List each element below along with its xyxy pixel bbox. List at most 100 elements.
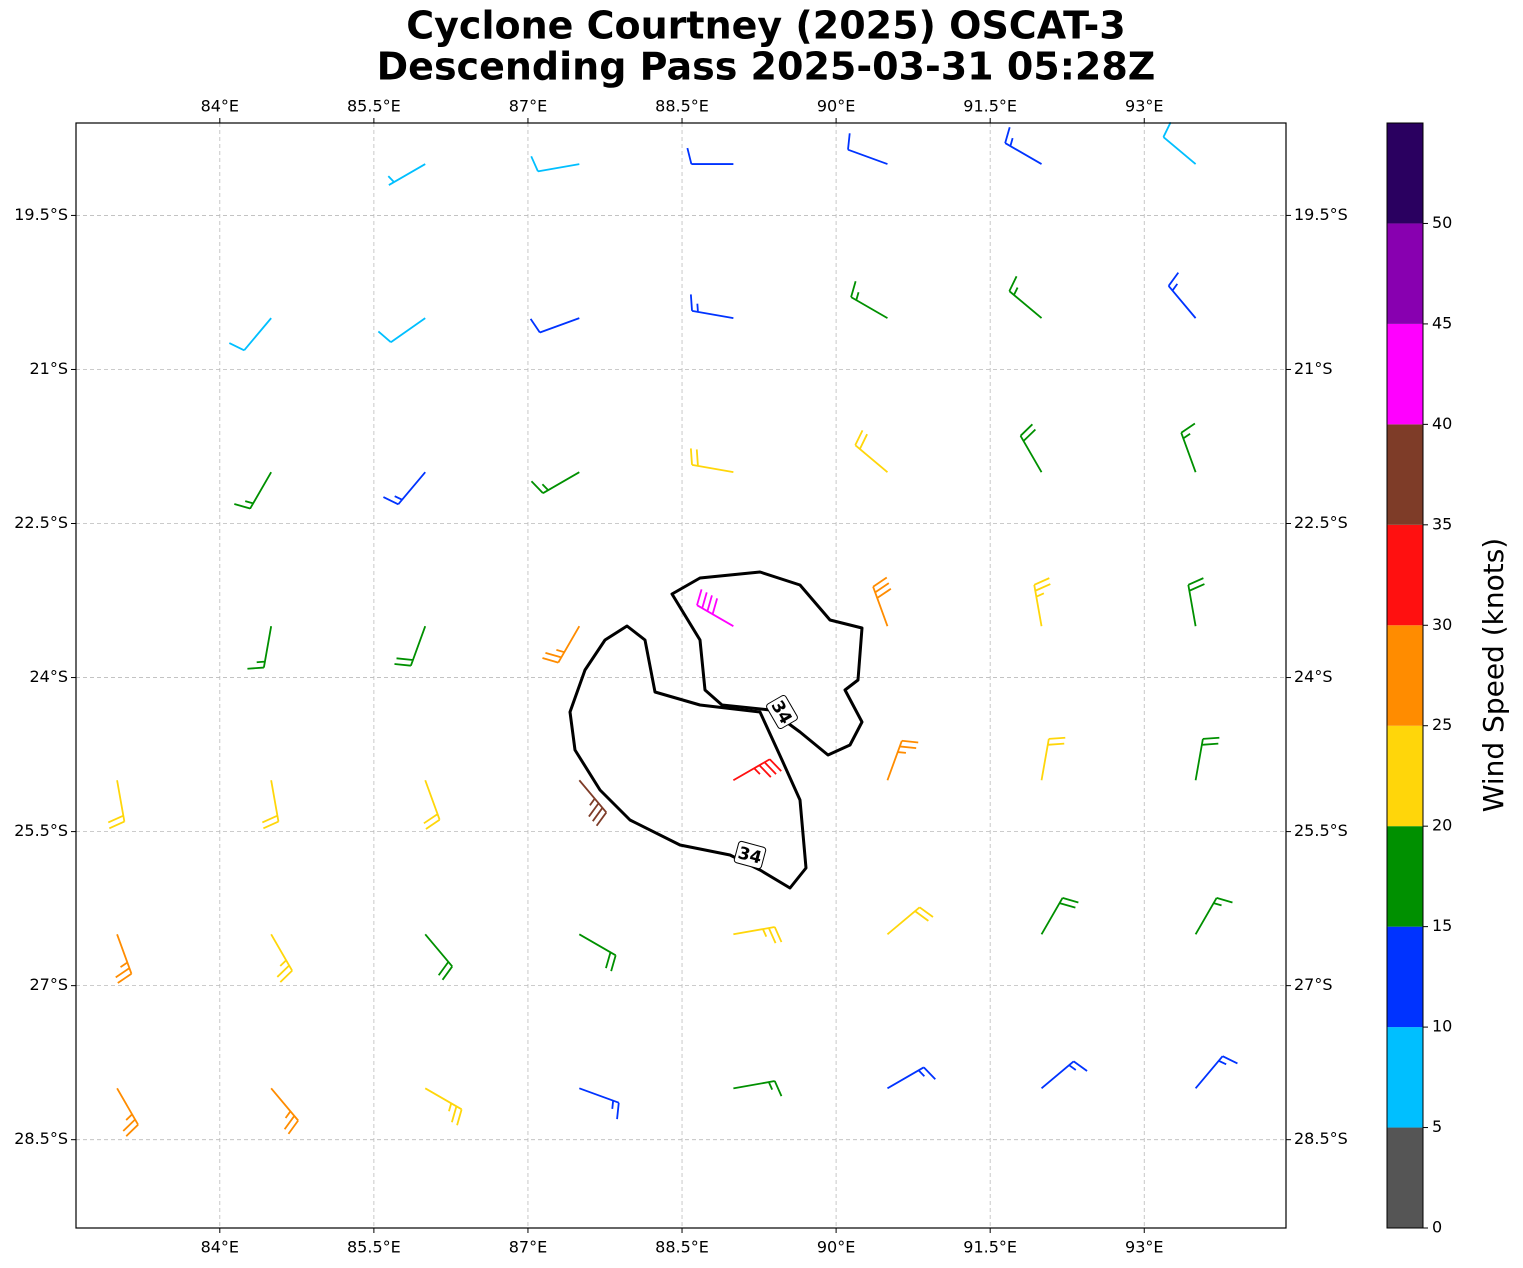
barb-shaft: [733, 1080, 783, 1097]
barb-shaft: [1167, 272, 1197, 319]
wind-barb: [1040, 897, 1079, 935]
contour-label-box: [766, 694, 798, 730]
y-tick-label: 25.5°S: [14, 821, 68, 840]
colorbar-segment: [1387, 1127, 1423, 1228]
wind-barb: [529, 317, 580, 334]
x-tick-label: 93°E: [1125, 1238, 1163, 1257]
wind-barb: [1008, 275, 1043, 319]
wind-barb: [850, 281, 888, 319]
x-tick-label: 85.5°E: [347, 97, 401, 116]
map-frame: [75, 122, 1287, 1229]
wind-barb: [261, 780, 280, 830]
grid: 84°E 84°E 85.5°E 85.5°E 87°E 87°E 88.5°E 88.5°E…: [14, 97, 1348, 1257]
y-tick-label: 25.5°S: [1294, 821, 1348, 840]
wind-barb: [578, 779, 608, 827]
colorbar-segment: [1387, 926, 1423, 1028]
barb-shaft: [1008, 275, 1043, 319]
wind-barb: [394, 625, 427, 667]
y-tick-label: 19.5°S: [14, 205, 68, 224]
colorbar-tick-label: 15: [1432, 916, 1452, 935]
wind-barb: [387, 163, 426, 186]
wind-barb: [733, 926, 783, 944]
barb-shaft: [107, 780, 126, 830]
barb-shaft: [1040, 1060, 1088, 1090]
wind-barb: [1040, 736, 1066, 781]
colorbar-segment: [1387, 524, 1423, 626]
wind-barb: [1033, 577, 1051, 627]
wind-barb: [886, 739, 919, 781]
barb-shaft: [689, 294, 734, 320]
barb-shaft: [886, 739, 919, 781]
barb-shaft: [377, 317, 426, 343]
y-tick-label: 21°S: [29, 359, 68, 378]
barb-shaft: [530, 155, 580, 173]
wind-barb: [579, 1087, 620, 1120]
x-tick-label: 87°E: [509, 1238, 547, 1257]
y-tick-label: 24°S: [29, 667, 68, 686]
wind-barb: [578, 933, 617, 972]
x-tick-label: 91.5°E: [963, 1238, 1017, 1257]
y-tick-label: 28.5°S: [14, 1129, 68, 1148]
barb-shaft: [850, 281, 888, 319]
wind-barb: [689, 294, 734, 320]
wind-barb: [732, 758, 782, 782]
colorbar-tick-label: 35: [1432, 514, 1452, 533]
wind-barb: [847, 133, 888, 165]
barb-shaft: [872, 576, 892, 627]
barb-shaft: [234, 471, 272, 510]
wind-barb: [1194, 1055, 1238, 1089]
colorbar: 0 5 10 15 20 25 30 35 40 45 50: [1386, 122, 1452, 1237]
y-tick-label: 27°S: [29, 975, 68, 994]
x-tick-label: 84°E: [201, 1238, 239, 1257]
x-tick-label: 85.5°E: [347, 1238, 401, 1257]
wind-barb: [423, 779, 441, 830]
x-tick-label: 84°E: [201, 97, 239, 116]
wind-barb: [1004, 126, 1042, 165]
barb-shaft: [578, 933, 617, 972]
colorbar-tick-label: 30: [1432, 615, 1452, 634]
contour-label: 34: [733, 840, 767, 870]
wind-barb: [1187, 577, 1205, 627]
colorbar-segment: [1387, 1027, 1423, 1128]
barb-shaft: [689, 448, 734, 474]
barb-shaft: [578, 779, 608, 827]
barb-shaft: [1040, 897, 1079, 935]
barbs: [107, 121, 1238, 1137]
wind-barb: [1162, 121, 1197, 165]
isotach-contour: [670, 570, 864, 757]
y-tick-label: 22.5°S: [1294, 513, 1348, 532]
colorbar-tick-label: 40: [1432, 414, 1452, 433]
wind-barb: [686, 147, 734, 165]
wind-barb: [1180, 422, 1197, 473]
wind-barb: [530, 155, 580, 173]
barb-shaft: [1194, 1055, 1238, 1089]
colorbar-tick-label: 50: [1432, 213, 1452, 232]
wind-barb: [887, 1066, 936, 1090]
barb-shaft: [733, 926, 783, 944]
barb-shaft: [542, 625, 581, 664]
barb-shaft: [732, 758, 782, 782]
wind-barb: [854, 429, 889, 473]
barb-shaft: [887, 1066, 936, 1090]
barb-shaft: [854, 429, 889, 473]
barb-shaft: [270, 933, 293, 983]
colorbar-segment: [1387, 625, 1423, 726]
barb-shaft: [383, 471, 426, 506]
y-tick-label: 28.5°S: [1294, 1129, 1348, 1148]
barb-shaft: [424, 933, 453, 981]
barb-shaft: [1194, 736, 1220, 781]
wind-barb: [247, 626, 273, 670]
wind-barb: [886, 906, 934, 935]
title-line: Descending Pass 2025-03-31 05:28Z: [377, 45, 1156, 89]
y-tick-label: 21°S: [1294, 359, 1333, 378]
barb-shaft: [1162, 121, 1197, 165]
x-tick-label: 90°E: [817, 97, 855, 116]
barb-shaft: [1180, 422, 1197, 473]
barb-shaft: [1033, 577, 1051, 627]
barb-shaft: [1004, 126, 1042, 165]
wind-barb: [383, 471, 426, 506]
wind-barb: [530, 471, 580, 494]
colorbar-segment: [1387, 123, 1423, 224]
colorbar-segment: [1387, 323, 1423, 425]
colorbar-label: Wind Speed (knots): [1477, 538, 1510, 812]
